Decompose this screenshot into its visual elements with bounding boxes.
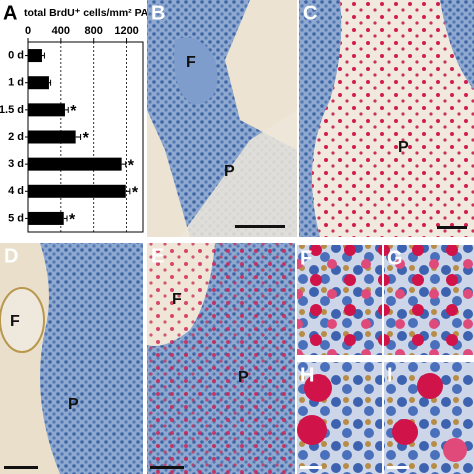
y-tick-label: 0 d — [8, 49, 24, 61]
bar — [28, 211, 64, 225]
panel-d: D F P — [0, 243, 143, 474]
brdu-cell — [443, 438, 467, 462]
y-tick-label: 5 d — [8, 212, 24, 224]
y-tick-label: 1 d — [8, 77, 24, 89]
scale-bar — [235, 225, 285, 228]
scale-bar — [150, 466, 184, 469]
y-tick-label: 4 d — [8, 185, 24, 197]
panel-i: I — [384, 362, 474, 474]
region-label: F — [10, 313, 20, 330]
region-label: F — [186, 54, 196, 71]
brdu-cells — [147, 243, 295, 474]
scale-bar — [300, 466, 322, 469]
panel-label: H — [300, 364, 314, 386]
x-tick-label: 800 — [85, 25, 103, 37]
scale-bar — [4, 466, 38, 469]
panel-h: H — [297, 362, 382, 474]
bar — [28, 157, 122, 171]
follicle — [0, 287, 45, 353]
x-tick-label: 0 — [25, 25, 31, 37]
panel-label: G — [387, 247, 403, 269]
y-tick-label: 3 d — [8, 158, 24, 170]
significance-marker: * — [128, 157, 135, 174]
panel-label: A — [3, 2, 17, 24]
panel-b: B F P — [147, 0, 297, 237]
panel-a: A total BrdU⁺ cells/mm² PALS 0 400 800 1200… — [0, 0, 162, 237]
panel-label: E — [151, 245, 164, 267]
panel-c: C P — [299, 0, 474, 237]
brdu-cell — [417, 373, 443, 399]
panel-label: I — [387, 364, 393, 386]
panel-g: G — [384, 245, 474, 355]
brdu-cells — [384, 245, 474, 355]
bar — [28, 103, 65, 117]
panel-label: B — [151, 2, 165, 24]
significance-marker: * — [83, 130, 90, 147]
bar — [28, 76, 49, 90]
scale-bar — [387, 466, 409, 469]
bar — [28, 49, 42, 63]
significance-marker: * — [70, 103, 77, 120]
chart: 0 400 800 1200 0 d 1 d 1.5 d 2 d 3 d 4 d 5 d * * * * * — [0, 25, 144, 233]
bar — [28, 184, 126, 198]
panel-f: F — [297, 245, 382, 355]
significance-marker: * — [69, 212, 76, 229]
region-label: P — [68, 396, 79, 413]
y-tick-label: 1.5 d — [0, 104, 24, 116]
panel-label: F — [300, 247, 312, 269]
scale-bar — [437, 226, 467, 229]
panel-label: C — [303, 2, 317, 24]
y-tick-label: 2 d — [8, 131, 24, 143]
brdu-cells — [312, 0, 474, 237]
panel-e: E F P — [147, 243, 295, 474]
tissue-region — [40, 243, 143, 474]
panel-label: D — [4, 245, 18, 267]
brdu-cells — [297, 245, 382, 355]
region-label: P — [224, 163, 235, 180]
chart-title: total BrdU⁺ cells/mm² PALS — [24, 7, 162, 19]
region-label: P — [238, 369, 249, 386]
region-label: F — [172, 291, 182, 308]
x-tick-label: 400 — [52, 25, 70, 37]
region-label: P — [398, 139, 409, 156]
x-tick-label: 1200 — [114, 25, 138, 37]
brdu-cell — [392, 419, 418, 445]
pals-region — [180, 110, 297, 237]
follicle — [174, 37, 218, 105]
significance-marker: * — [132, 185, 139, 202]
brdu-cell — [304, 374, 332, 402]
brdu-cell — [297, 415, 327, 445]
bar — [28, 130, 76, 144]
